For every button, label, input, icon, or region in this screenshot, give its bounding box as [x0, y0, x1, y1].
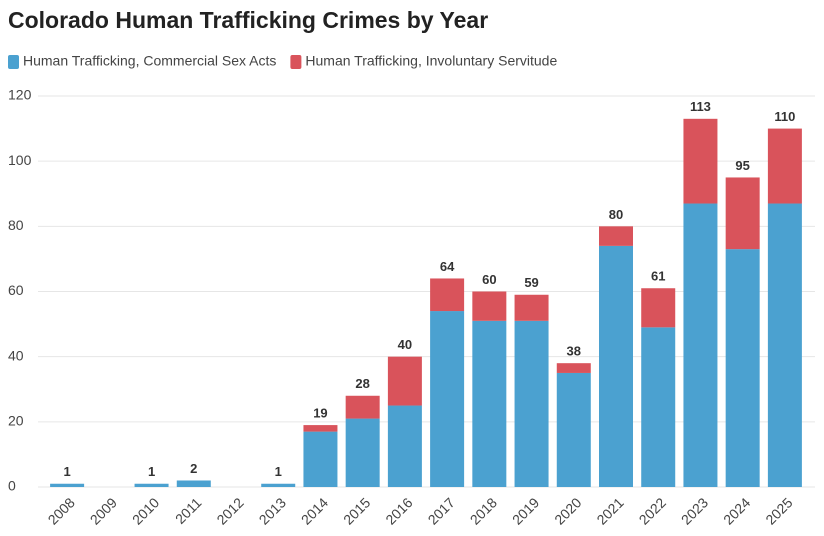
total-label: 59 — [524, 275, 538, 290]
x-tick-label: 2025 — [762, 494, 795, 527]
bar-segment — [767, 203, 802, 487]
legend-label: Human Trafficking, Commercial Sex Acts — [23, 53, 276, 69]
x-tick-label: 2016 — [382, 494, 415, 527]
chart-title: Colorado Human Trafficking Crimes by Yea… — [8, 7, 488, 33]
y-tick-label: 20 — [8, 413, 24, 429]
total-label: 19 — [313, 406, 327, 421]
bar-segment — [683, 118, 718, 204]
total-label: 2 — [190, 461, 197, 476]
bar-segment — [472, 291, 507, 321]
legend-swatch — [8, 55, 19, 69]
bar-segment — [50, 483, 85, 487]
total-label: 38 — [567, 344, 581, 359]
bar-segment — [134, 483, 169, 487]
total-label: 80 — [609, 207, 623, 222]
y-tick-label: 80 — [8, 217, 24, 233]
x-tick-label: 2018 — [467, 494, 500, 527]
bar-segment — [303, 425, 338, 432]
legend-swatch — [290, 55, 302, 69]
y-tick-label: 40 — [8, 347, 24, 363]
x-tick-label: 2014 — [298, 494, 331, 527]
bar-segment — [599, 245, 633, 487]
bar-segment — [767, 128, 802, 204]
bar-segment — [387, 356, 422, 406]
total-label: 110 — [774, 109, 795, 124]
bar-segment — [725, 177, 760, 250]
bar-segment — [345, 395, 380, 419]
bar-segment — [556, 372, 591, 487]
x-tick-label: 2013 — [256, 494, 289, 527]
bar-segment — [430, 311, 465, 487]
x-tick-label: 2009 — [87, 494, 120, 527]
x-tick-label: 2023 — [678, 494, 711, 527]
total-label: 64 — [440, 259, 455, 274]
y-tick-label: 100 — [8, 152, 32, 168]
bar-segment — [176, 480, 211, 487]
x-tick-label: 2010 — [129, 494, 162, 527]
total-label: 1 — [275, 464, 282, 479]
bar-segment — [641, 327, 676, 487]
x-tick-label: 2015 — [340, 494, 373, 527]
total-label: 95 — [735, 158, 749, 173]
bar-segment — [345, 418, 380, 487]
bar-segment — [472, 320, 507, 487]
bar-segment — [683, 203, 718, 487]
bar-segment — [387, 405, 422, 487]
x-tick-label: 2008 — [45, 494, 78, 527]
total-label: 1 — [63, 464, 70, 479]
bar-segment — [599, 226, 633, 246]
total-label: 61 — [651, 269, 665, 284]
total-label: 1 — [148, 464, 155, 479]
x-tick-label: 2024 — [720, 494, 753, 527]
x-tick-label: 2017 — [425, 494, 458, 527]
x-tick-label: 2012 — [213, 494, 246, 527]
bar-segment — [303, 431, 338, 487]
total-label: 60 — [482, 272, 496, 287]
total-label: 28 — [355, 376, 369, 391]
bar-segment — [430, 278, 465, 312]
y-tick-label: 60 — [8, 282, 24, 298]
bar-segment — [514, 294, 549, 321]
x-tick-label: 2019 — [509, 494, 542, 527]
total-label: 40 — [398, 337, 412, 352]
y-tick-label: 120 — [8, 87, 32, 103]
bar-segment — [514, 320, 549, 487]
x-tick-label: 2011 — [172, 494, 205, 527]
y-tick-label: 0 — [8, 478, 16, 494]
x-tick-label: 2022 — [636, 494, 669, 527]
total-label: 113 — [690, 99, 711, 114]
x-tick-label: 2020 — [551, 494, 584, 527]
bar-segment — [556, 363, 591, 373]
bar-segment — [261, 483, 296, 487]
bar-segment — [725, 249, 760, 487]
bar-segment — [641, 288, 676, 328]
legend-label: Human Trafficking, Involuntary Servitude — [305, 53, 557, 69]
x-tick-label: 2021 — [593, 494, 626, 527]
